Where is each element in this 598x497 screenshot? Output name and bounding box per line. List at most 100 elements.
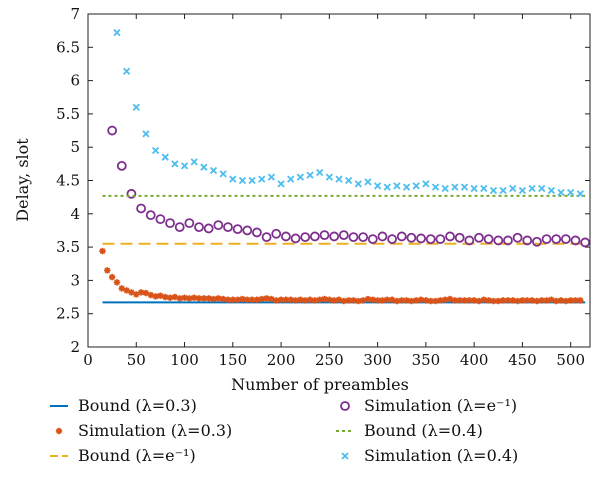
legend-entry: Bound (λ=0.4) [336,421,483,440]
data-point [116,160,127,171]
data-point [387,234,397,245]
data-point [480,184,488,193]
data-point [99,247,106,255]
data-point [567,188,575,197]
data-point [171,160,179,168]
data-point [122,67,131,75]
data-point [137,289,145,296]
axes: 0 50 100 150 200 250 300 350 400 450 500 2 2.5 3 3.5 4 4… [56,5,591,369]
data-point [329,231,340,242]
data-point [248,176,256,185]
data-point [126,188,137,199]
data-point [267,173,276,181]
data-point [151,146,160,155]
data-point [290,233,301,244]
data-point [374,297,381,304]
y-tick-label: 4 [70,205,80,223]
x-tick-label: 500 [556,351,585,369]
data-point [489,186,498,195]
data-point [538,184,546,193]
data-point [427,297,434,305]
data-point [128,289,135,296]
data-point [232,224,243,235]
x-tick-label: 350 [412,351,441,369]
data-point [239,295,246,303]
data-point [277,180,285,188]
x-tick-label: 150 [218,351,247,369]
data-point [213,220,224,231]
legend-entry: Bound (λ=0.3) [50,396,197,415]
legend-entry: Simulation (λ=e⁻¹) [340,396,517,415]
data-point [416,233,426,244]
data-point [281,231,291,242]
data-point [364,178,372,186]
data-point [325,173,333,181]
y-tick-label: 2 [70,338,80,356]
data-point [238,176,247,185]
data-point [388,296,396,303]
data-point [229,296,237,303]
data-point [518,186,527,195]
data-point [474,232,484,243]
data-point [441,184,449,193]
data-point [445,231,455,242]
data-point [503,235,513,246]
data-point [145,210,156,221]
data-point [123,287,130,294]
data-point [108,273,116,281]
data-point [261,232,272,243]
data-point [499,186,507,195]
data-point [422,180,430,188]
data-point [219,295,227,303]
legend-label: Bound (λ=e⁻¹) [78,446,196,465]
data-point [373,182,382,190]
data-point [203,223,214,234]
data-point [147,291,154,299]
data-point [296,173,305,181]
x-tick-label: 250 [315,351,344,369]
data-point [483,234,494,245]
data-point [300,232,311,243]
data-point [532,236,542,247]
data-point [557,188,565,197]
y-tick-label: 2.5 [56,305,80,323]
legend-entry: Simulation (λ=0.3) [55,421,232,440]
legend-label: Simulation (λ=e⁻¹) [364,396,517,415]
data-point [383,183,391,191]
data-point [242,225,253,236]
y-tick-label: 3.5 [56,238,80,256]
data-point [441,296,449,303]
legend-entry: Simulation (λ=0.4) [341,446,518,465]
x-tick-label: 100 [170,351,199,369]
data-point [402,183,411,191]
x-tick-label: 450 [508,351,537,369]
legend-marker-swatch [341,452,349,460]
data-point [200,163,208,171]
data-point [287,175,295,183]
data-point [309,231,320,242]
data-point [493,235,504,246]
data-point [551,234,562,245]
data-point [460,183,469,191]
data-point [435,234,446,245]
data-point [244,296,251,303]
data-point [367,234,378,245]
data-point [393,182,401,190]
data-point [268,295,275,303]
data-point [377,231,388,242]
data-point [524,297,531,304]
data-point [165,218,175,229]
data-point [132,103,140,111]
x-tick-label: 0 [83,351,93,369]
data-point [355,297,362,305]
data-point [451,183,459,191]
data-point [142,289,150,297]
data-point [451,297,459,304]
data-point [522,235,533,246]
x-tick-label: 300 [363,351,392,369]
y-tick-label: 7 [70,5,80,23]
data-point [161,153,169,161]
data-point [454,232,465,243]
x-tick-label: 400 [460,351,489,369]
